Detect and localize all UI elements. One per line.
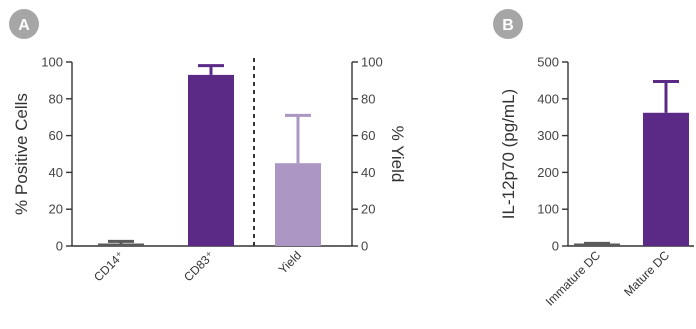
panel-b-tick-label: 500 (537, 55, 559, 70)
panel-b-badge (493, 9, 523, 39)
panel-a-1-category-label: CD83⁺ (181, 248, 217, 284)
panel-a-right-ticks: 0 20 40 60 80 100 (352, 55, 383, 254)
panel-b-category-labels: Immature DC Mature DC (543, 248, 673, 309)
panel-a-0-category-label: CD14⁺ (91, 248, 127, 284)
panel-a-right-tick-label: 0 (361, 239, 368, 254)
panel-a-0-bar (98, 243, 144, 246)
panel-a-right-axis-title: % Yield (388, 126, 407, 183)
panel-a-category-labels: CD14⁺ CD83⁺ Yield (91, 248, 304, 284)
panel-b-y-axis-title: IL-12p70 (pg/mL) (499, 89, 518, 219)
panel-b-bars (574, 80, 689, 246)
panel-b-badge-label: B (502, 17, 514, 34)
panel-a-left-tick-label: 0 (56, 239, 63, 254)
panel-a-badge-label: A (18, 17, 30, 34)
panel-a-left-tick-label: 100 (41, 55, 63, 70)
panel-a-left-tick-label: 40 (49, 165, 63, 180)
panel-a-left-tick-label: 20 (49, 202, 63, 217)
panel-b-1-bar (643, 112, 689, 246)
panel-a-bars (98, 64, 321, 246)
panel-a-left-axis-title: % Positive Cells (12, 93, 31, 215)
panel-a-badge (9, 9, 39, 39)
panel-b-tick-label: 300 (537, 128, 559, 143)
panel-b-y-ticks: 0 100 200 300 400 500 (537, 55, 568, 254)
panel-a-left-tick-label: 60 (49, 128, 63, 143)
panel-b-1-category-label: Mature DC (621, 248, 672, 299)
panel-b-tick-label: 400 (537, 91, 559, 106)
panel-b-0-category-label: Immature DC (543, 248, 604, 309)
panel-a-right-tick-label: 80 (361, 91, 375, 106)
panel-a-2-bar (275, 163, 321, 246)
panel-a-right-tick-label: 20 (361, 202, 375, 217)
panel-b-tick-label: 0 (552, 239, 559, 254)
panel-a-right-tick-label: 40 (361, 165, 375, 180)
panel-a-right-tick-label: 60 (361, 128, 375, 143)
panel-b-tick-label: 200 (537, 165, 559, 180)
panel-a-left-ticks: 0 20 40 60 80 100 (41, 55, 72, 254)
panel-a-left-tick-label: 80 (49, 91, 63, 106)
panel-a-1-bar (188, 74, 234, 246)
panel-b-tick-label: 100 (537, 202, 559, 217)
panel-a-2-category-label: Yield (276, 248, 304, 276)
panel-a: A 0 20 40 60 80 100 0 20 40 60 80 100 CD14⁺ CD83⁺ Yi… (9, 9, 407, 284)
panel-a-right-tick-label: 100 (361, 55, 383, 70)
